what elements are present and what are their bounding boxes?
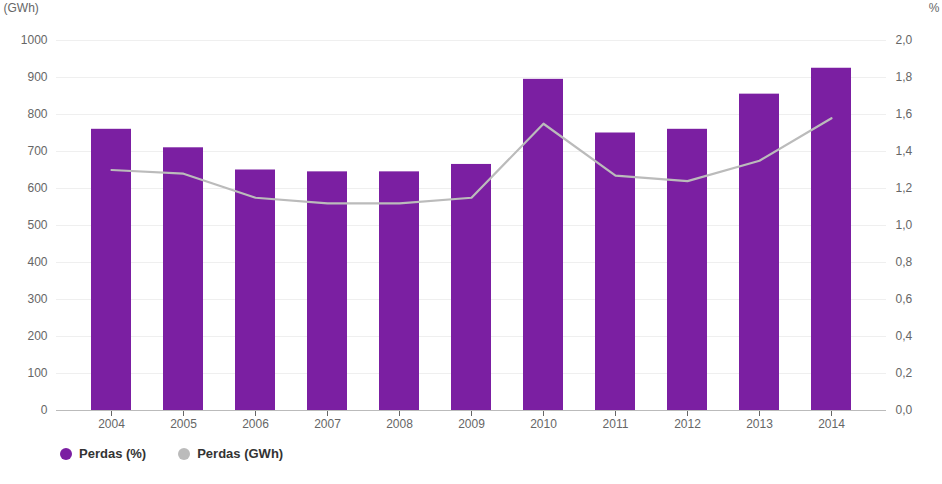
svg-text:1,6: 1,6 bbox=[896, 107, 913, 121]
svg-text:2,0: 2,0 bbox=[896, 33, 913, 47]
svg-text:2004: 2004 bbox=[98, 417, 125, 431]
svg-text:2010: 2010 bbox=[530, 417, 557, 431]
svg-text:100: 100 bbox=[27, 366, 47, 380]
svg-text:2007: 2007 bbox=[314, 417, 341, 431]
svg-text:900: 900 bbox=[27, 70, 47, 84]
svg-text:(GWh): (GWh) bbox=[4, 1, 39, 15]
svg-text:0,6: 0,6 bbox=[896, 292, 913, 306]
svg-text:1,2: 1,2 bbox=[896, 181, 913, 195]
svg-text:0,4: 0,4 bbox=[896, 329, 913, 343]
svg-text:2005: 2005 bbox=[170, 417, 197, 431]
svg-text:2006: 2006 bbox=[242, 417, 269, 431]
svg-text:1,4: 1,4 bbox=[896, 144, 913, 158]
svg-text:0,2: 0,2 bbox=[896, 366, 913, 380]
svg-text:300: 300 bbox=[27, 292, 47, 306]
svg-text:600: 600 bbox=[27, 181, 47, 195]
svg-text:0,8: 0,8 bbox=[896, 255, 913, 269]
svg-text:2008: 2008 bbox=[386, 417, 413, 431]
svg-text:1,0: 1,0 bbox=[896, 218, 913, 232]
svg-text:2012: 2012 bbox=[674, 417, 701, 431]
svg-text:%: % bbox=[929, 1, 940, 15]
svg-text:2009: 2009 bbox=[458, 417, 485, 431]
svg-text:200: 200 bbox=[27, 329, 47, 343]
svg-text:0,0: 0,0 bbox=[896, 403, 913, 417]
svg-text:2011: 2011 bbox=[603, 417, 629, 431]
svg-text:2014: 2014 bbox=[818, 417, 845, 431]
svg-text:2013: 2013 bbox=[746, 417, 773, 431]
html-text:Perdas (GWh): Perdas (GWh) bbox=[197, 446, 284, 461]
svg-text:1000: 1000 bbox=[21, 33, 48, 47]
svg-text:700: 700 bbox=[27, 144, 47, 158]
svg-text:800: 800 bbox=[27, 107, 47, 121]
svg-text:500: 500 bbox=[27, 218, 47, 232]
svg-text:1,8: 1,8 bbox=[896, 70, 913, 84]
svg-text:0: 0 bbox=[41, 403, 48, 417]
html-text:Perdas (%): Perdas (%) bbox=[79, 446, 147, 461]
svg-text:400: 400 bbox=[27, 255, 47, 269]
